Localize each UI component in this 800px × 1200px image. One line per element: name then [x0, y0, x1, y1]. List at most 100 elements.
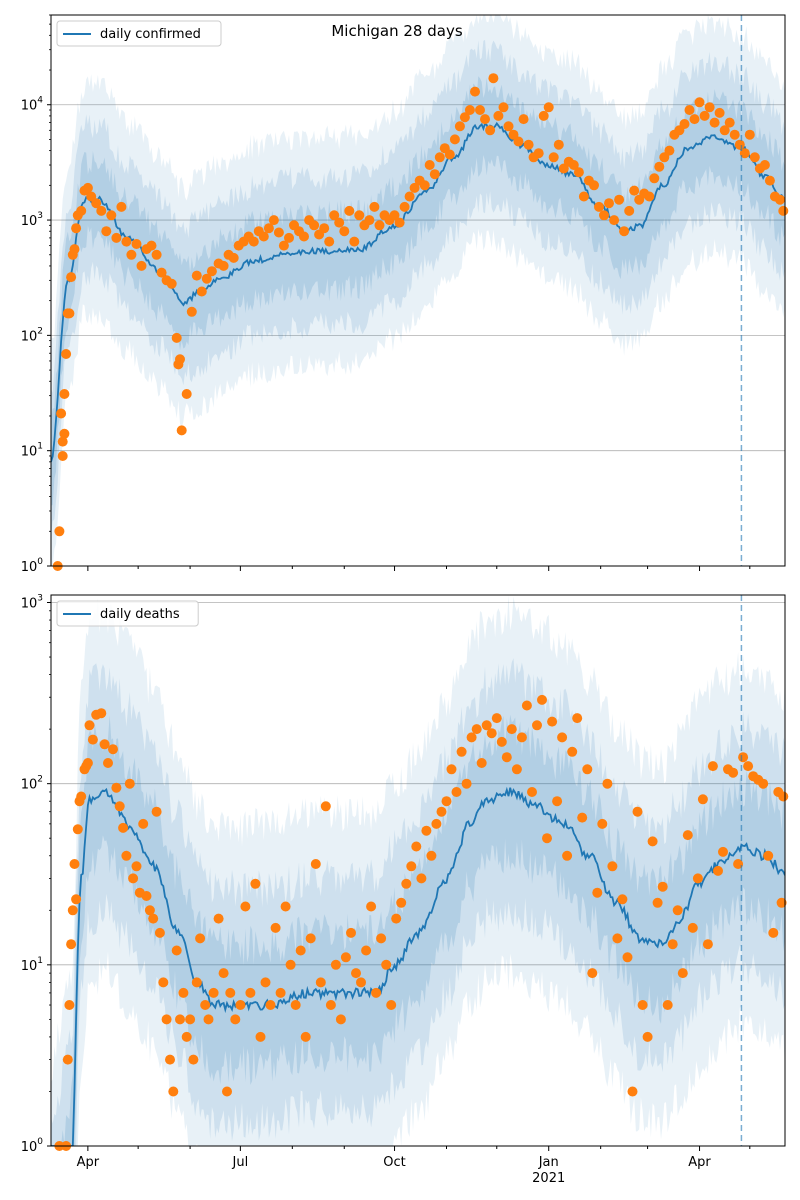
data-point [101, 226, 112, 237]
data-point [171, 332, 182, 343]
data-point [692, 873, 703, 884]
data-point [578, 191, 589, 202]
data-point [356, 977, 366, 988]
data-point [434, 152, 445, 163]
data-point [459, 112, 470, 123]
data-point [471, 724, 482, 735]
data-point [339, 226, 350, 237]
y-tick-label: 100 [21, 557, 44, 575]
data-point [594, 201, 604, 212]
data-point [208, 987, 219, 998]
data-point [689, 114, 700, 125]
data-point [364, 215, 375, 226]
data-point [389, 210, 400, 221]
data-point [118, 822, 129, 833]
data-point [235, 1000, 246, 1010]
data-point [309, 220, 320, 231]
data-point [275, 987, 286, 998]
data-point [409, 182, 420, 193]
data-point [687, 922, 698, 933]
data-point [255, 1031, 266, 1042]
data-point [627, 1086, 638, 1097]
legend-label: daily confirmed [100, 27, 201, 42]
data-point [573, 167, 584, 178]
data-point [548, 152, 559, 163]
data-point [516, 732, 527, 743]
data-point [592, 887, 603, 898]
data-point [166, 278, 177, 289]
data-point [738, 752, 749, 763]
data-point [511, 764, 522, 775]
data-point [131, 861, 142, 872]
data-point [218, 968, 229, 979]
y-tick-label: 104 [21, 96, 44, 114]
data-point [381, 959, 392, 970]
data-point [315, 977, 326, 988]
data-point [165, 1054, 175, 1065]
data-point [464, 105, 475, 115]
data-point [567, 746, 578, 757]
legend-label: daily deaths [100, 607, 180, 622]
data-point [175, 1014, 185, 1025]
data-point [493, 110, 504, 121]
data-point [617, 894, 628, 905]
data-point [87, 734, 98, 745]
data-point [456, 746, 467, 757]
confirmed-panel: 100 101 102 103 104 daily confirmed [21, 14, 789, 575]
data-point [431, 818, 442, 829]
data-point [604, 198, 614, 209]
data-point [532, 720, 542, 731]
x-tick-label: Apr [688, 1155, 711, 1170]
data-point [284, 232, 294, 243]
data-point [542, 833, 552, 844]
data-point [310, 859, 321, 869]
data-point [424, 160, 435, 170]
y-tick-label: 102 [21, 326, 43, 344]
data-point [480, 114, 490, 125]
data-point [270, 922, 281, 933]
data-point [141, 891, 152, 901]
data-point [69, 859, 80, 869]
data-point [481, 720, 492, 731]
data-point [64, 1000, 75, 1010]
data-point [62, 1054, 73, 1065]
data-point [441, 796, 452, 807]
data-point [543, 102, 554, 113]
data-point [749, 152, 760, 163]
legend-box [56, 600, 199, 627]
data-point [300, 1031, 311, 1042]
data-point [607, 861, 618, 872]
data-point [61, 349, 72, 359]
data-point [619, 226, 630, 237]
data-point [699, 110, 710, 121]
data-point [91, 198, 102, 209]
data-point [59, 389, 70, 399]
data-point [523, 139, 534, 150]
data-point [513, 136, 524, 147]
data-point [713, 865, 723, 876]
data-point [429, 169, 440, 180]
data-point [151, 249, 162, 260]
data-point [168, 1086, 179, 1097]
data-point [203, 1014, 214, 1025]
legend-box [56, 20, 222, 47]
plot-area [51, 15, 785, 566]
data-point [491, 713, 502, 724]
data-point [386, 1000, 397, 1010]
data-point [71, 894, 82, 905]
data-point [103, 758, 113, 768]
data-point [351, 968, 361, 979]
data-point [399, 201, 410, 212]
data-point [191, 977, 202, 988]
data-point [518, 114, 529, 125]
data-point [444, 149, 455, 160]
data-point [466, 732, 477, 743]
data-point [702, 939, 713, 950]
data-point [582, 764, 593, 775]
data-point [171, 945, 182, 956]
data-point [719, 125, 730, 136]
data-point [84, 720, 95, 731]
data-point [485, 125, 496, 136]
data-point [553, 139, 564, 150]
